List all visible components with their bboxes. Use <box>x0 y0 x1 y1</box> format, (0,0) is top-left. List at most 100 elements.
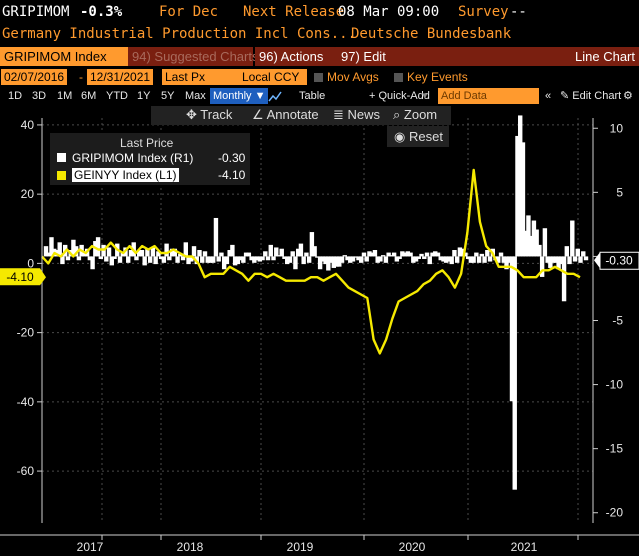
actions-button[interactable]: 96) Actions <box>255 47 337 66</box>
bar <box>169 248 175 257</box>
bar <box>285 256 290 265</box>
edit-button[interactable]: 97) Edit <box>337 47 399 66</box>
bar <box>583 256 589 261</box>
frequency-select[interactable]: Monthly ▼ <box>210 88 269 104</box>
legend-axis-gripimom: R1 <box>174 151 190 165</box>
reset-panel <box>387 126 449 147</box>
currency-select[interactable]: Local CCY <box>239 69 307 85</box>
quick-add-chevron-icon[interactable]: ▾ <box>422 90 428 102</box>
bar <box>334 256 339 267</box>
key-events-toggle[interactable]: Key Events <box>394 69 468 85</box>
right-last-value-label: -0.30 <box>605 253 633 267</box>
bar <box>446 256 452 262</box>
reset-button[interactable]: ◉ Reset <box>394 129 443 145</box>
edit-chart-button[interactable]: ✎ Edit Chart <box>560 88 621 104</box>
mov-avgs-toggle[interactable]: Mov Avgs <box>314 69 379 85</box>
right-last-value-pointer <box>594 252 600 269</box>
date-separator: - <box>79 70 83 84</box>
bar <box>400 251 405 257</box>
bar <box>57 242 62 257</box>
suggested-charts-button[interactable]: 94) Suggested Charts <box>128 47 258 66</box>
price-field-select[interactable]: Last Px <box>162 69 239 85</box>
left-last-value-label: -4.10 <box>6 270 34 284</box>
survey-value: -- <box>510 4 527 20</box>
collapse-icon[interactable]: « <box>545 90 552 102</box>
bar <box>350 256 356 262</box>
end-date-field[interactable]: 12/31/2021 <box>87 69 154 85</box>
legend-name-gripimom: GRIPIMOM Index <box>72 151 167 165</box>
bar <box>71 239 76 257</box>
bar <box>224 256 230 265</box>
bar <box>301 256 306 265</box>
bar <box>252 256 257 263</box>
bar <box>416 256 421 259</box>
chart-type-label: Line Chart <box>399 47 639 66</box>
track-label: Track <box>200 107 233 122</box>
bar <box>402 252 408 257</box>
bar <box>348 256 353 263</box>
bar <box>578 256 583 263</box>
bar <box>328 256 334 263</box>
line-chart-icon[interactable] <box>268 88 282 104</box>
bar <box>460 248 465 257</box>
period-6m[interactable]: 6M <box>81 90 97 102</box>
bar <box>49 237 54 257</box>
legend-value-geinyy: -4.10 <box>218 168 246 182</box>
mov-avgs-checkbox[interactable] <box>314 73 323 82</box>
bar <box>249 256 254 261</box>
bar <box>279 248 284 257</box>
period-max[interactable]: Max <box>185 90 206 102</box>
bar <box>290 251 295 257</box>
bar <box>243 252 249 257</box>
bar <box>205 256 210 263</box>
left-tick-label: -60 <box>17 464 35 478</box>
bar <box>359 256 364 263</box>
bar <box>408 252 413 257</box>
key-events-checkbox[interactable] <box>394 73 403 82</box>
bar <box>509 256 515 402</box>
bar <box>76 256 82 261</box>
zoom-tool[interactable]: ⌕ Zoom <box>393 107 437 123</box>
period-5y[interactable]: 5Y <box>161 90 175 102</box>
annotate-tool[interactable]: ∠ Annotate <box>252 107 319 123</box>
quick-add-button[interactable]: + Quick-Add <box>369 90 430 102</box>
news-tool[interactable]: ≣ News <box>333 107 380 123</box>
bar <box>389 255 394 257</box>
bar <box>87 256 93 261</box>
chart-tools-bar <box>151 106 451 125</box>
bar <box>156 251 161 257</box>
start-date-field[interactable]: 02/07/2016 <box>1 69 68 85</box>
settings-gear-icon[interactable]: ⚙ <box>623 90 633 102</box>
bar <box>394 256 400 262</box>
legend-label-geinyy: GEINYY Index (L1) <box>72 168 179 182</box>
bar <box>82 251 87 257</box>
bar <box>46 252 51 257</box>
bar <box>427 256 432 265</box>
period-1d[interactable]: 1D <box>8 90 23 102</box>
bar <box>564 246 570 257</box>
period-1y[interactable]: 1Y <box>137 90 151 102</box>
bar <box>150 247 156 257</box>
chart-legend: Last Price GRIPIMOM Index (R1) -0.30 GEI… <box>50 133 250 185</box>
reset-radio-icon: ◉ <box>394 129 406 144</box>
bar <box>221 256 227 270</box>
period-ytd[interactable]: YTD <box>106 90 128 102</box>
legend-swatch-geinyy <box>57 171 66 180</box>
bar <box>293 256 298 270</box>
security-field[interactable]: GRIPIMOM Index <box>0 47 128 66</box>
left-last-value-pointer <box>40 268 46 286</box>
bar <box>257 256 263 262</box>
bar <box>282 256 287 259</box>
period-3d[interactable]: 3D <box>32 90 47 102</box>
bar <box>265 256 271 261</box>
track-tool[interactable]: ✥ Track <box>186 107 232 123</box>
bar <box>120 252 125 257</box>
bar <box>572 256 578 262</box>
table-button[interactable]: Table <box>299 90 326 102</box>
add-data-input[interactable]: Add Data <box>438 88 539 104</box>
data-source: Deutsche Bundesbank <box>351 26 512 42</box>
bar <box>485 250 490 257</box>
bar <box>345 256 350 261</box>
period-1m[interactable]: 1M <box>57 90 73 102</box>
bar <box>164 243 169 257</box>
